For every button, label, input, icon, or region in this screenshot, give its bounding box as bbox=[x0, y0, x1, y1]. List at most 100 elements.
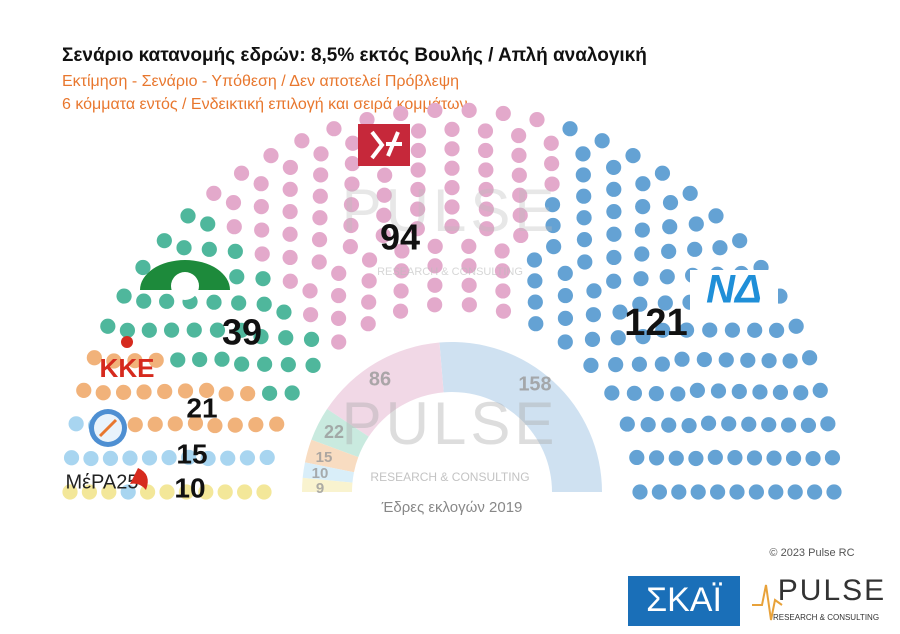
previous-segment bbox=[302, 477, 353, 492]
seat bbox=[746, 450, 763, 466]
seat bbox=[678, 322, 695, 338]
seat bbox=[444, 218, 460, 234]
seat bbox=[707, 449, 723, 465]
seat bbox=[772, 384, 789, 400]
seat bbox=[805, 450, 821, 467]
seat bbox=[427, 102, 443, 118]
previous-label: 9 bbox=[316, 480, 324, 497]
logo-lysi bbox=[89, 409, 127, 447]
seat bbox=[690, 484, 706, 500]
logo-text: ΜέΡΑ25 bbox=[65, 471, 138, 493]
seat bbox=[575, 146, 591, 162]
pollster-sub: RESEARCH & CONSULTING bbox=[773, 613, 879, 622]
seat bbox=[710, 383, 727, 399]
seat bbox=[461, 238, 477, 254]
seat bbox=[83, 450, 99, 467]
seat bbox=[544, 197, 561, 213]
seat bbox=[170, 352, 186, 368]
seat bbox=[427, 277, 443, 293]
seat bbox=[186, 322, 202, 338]
seat bbox=[253, 329, 269, 345]
seat bbox=[640, 417, 656, 433]
seat bbox=[478, 142, 494, 159]
value-label: 15 bbox=[176, 438, 207, 469]
seat bbox=[802, 350, 818, 366]
seat bbox=[812, 382, 828, 398]
seat bbox=[444, 121, 460, 137]
seat bbox=[331, 287, 347, 304]
seat bbox=[167, 416, 183, 432]
seat bbox=[606, 226, 622, 242]
seat bbox=[276, 304, 292, 320]
seat bbox=[237, 484, 253, 500]
seat bbox=[584, 331, 601, 348]
seat bbox=[120, 484, 136, 500]
seat bbox=[207, 417, 223, 434]
seat bbox=[163, 322, 180, 338]
seat bbox=[700, 415, 717, 431]
seat bbox=[513, 227, 529, 244]
seat bbox=[528, 316, 544, 332]
seat bbox=[101, 484, 117, 500]
seat bbox=[478, 201, 494, 217]
seat bbox=[612, 304, 628, 320]
seat bbox=[604, 385, 620, 401]
seat bbox=[330, 310, 347, 326]
seat bbox=[740, 352, 756, 368]
seat bbox=[393, 283, 409, 299]
seat bbox=[282, 273, 298, 289]
seat bbox=[511, 167, 527, 183]
seat bbox=[729, 484, 745, 500]
seat bbox=[688, 216, 704, 232]
seat bbox=[229, 269, 245, 285]
seat-group bbox=[526, 121, 842, 500]
previous-label: 158 bbox=[518, 373, 551, 395]
seat bbox=[687, 241, 703, 257]
seat bbox=[651, 484, 668, 500]
seat bbox=[444, 141, 460, 157]
seat bbox=[586, 283, 602, 299]
seat bbox=[159, 293, 175, 309]
seat bbox=[702, 322, 718, 338]
previous-label: 15 bbox=[316, 449, 333, 466]
seat bbox=[793, 385, 809, 401]
seat bbox=[529, 111, 545, 128]
seat bbox=[633, 271, 649, 287]
seat bbox=[688, 450, 704, 467]
seat bbox=[156, 233, 172, 249]
seat bbox=[343, 217, 359, 234]
seat bbox=[200, 450, 216, 467]
seat bbox=[257, 356, 273, 372]
seat bbox=[313, 146, 329, 162]
previous-segment bbox=[327, 342, 444, 437]
seat bbox=[606, 181, 622, 197]
seat bbox=[209, 322, 226, 338]
seat bbox=[225, 195, 242, 211]
seat bbox=[557, 310, 574, 326]
logo-kke: ΚΚΕ bbox=[100, 336, 154, 383]
seat bbox=[545, 217, 561, 234]
seat bbox=[661, 417, 677, 433]
seat bbox=[259, 449, 275, 466]
seat bbox=[233, 322, 249, 338]
subtitle: 6 κόμματα εντός / Ενδεικτική επιλογή και… bbox=[62, 96, 468, 113]
seat bbox=[234, 356, 250, 372]
seat bbox=[140, 484, 156, 500]
value-label: 39 bbox=[222, 312, 262, 353]
seat bbox=[543, 135, 559, 151]
seat bbox=[544, 176, 560, 192]
seat bbox=[527, 273, 543, 289]
seat bbox=[648, 450, 665, 466]
seat bbox=[214, 351, 230, 367]
seat bbox=[76, 382, 92, 398]
seat bbox=[674, 351, 690, 367]
seat bbox=[342, 239, 358, 255]
seat bbox=[159, 484, 175, 500]
logo-syriza bbox=[358, 124, 410, 166]
seat bbox=[657, 295, 673, 311]
seat bbox=[721, 416, 737, 432]
previous-label: 22 bbox=[324, 422, 344, 442]
hemicycle bbox=[62, 102, 842, 500]
value-label: 121 bbox=[624, 302, 687, 344]
seat bbox=[495, 303, 512, 319]
